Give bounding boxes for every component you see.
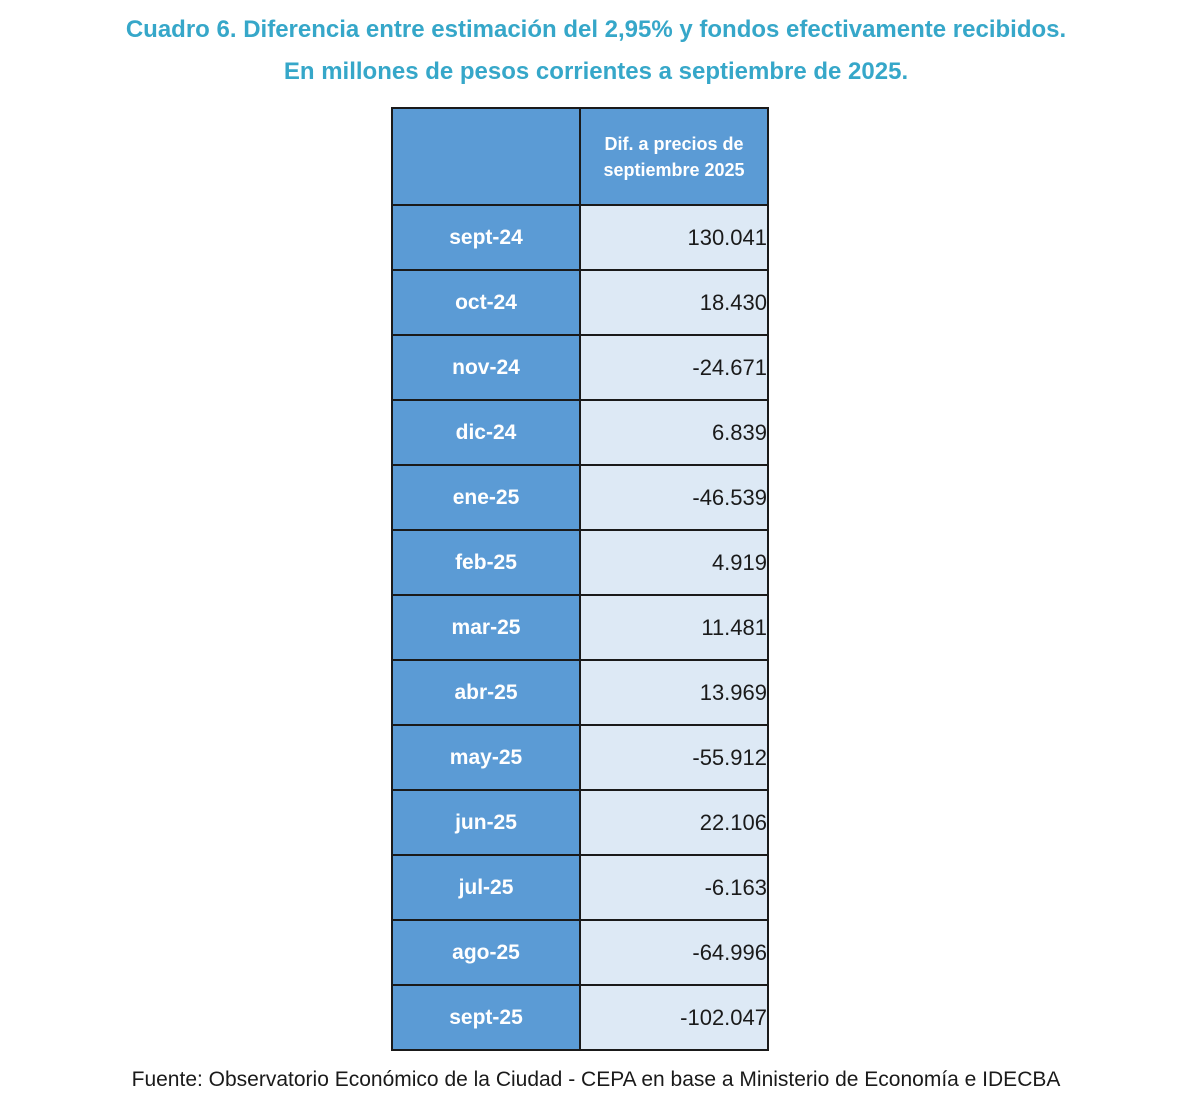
table-row: abr-25 13.969 [391,659,769,726]
row-label: nov-24 [391,334,581,401]
source-note: Fuente: Observatorio Económico de la Ciu… [131,1068,1061,1091]
row-value: -102.047 [579,984,769,1051]
row-value: -6.163 [579,854,769,921]
table-header-row: Dif. a precios de septiembre 2025 [391,107,769,206]
row-value: 130.041 [579,204,769,271]
row-label: feb-25 [391,529,581,596]
row-label: may-25 [391,724,581,791]
row-label: ene-25 [391,464,581,531]
table-row: nov-24 -24.671 [391,334,769,401]
table-row: may-25 -55.912 [391,724,769,791]
column-header-line-2: septiembre 2025 [603,159,745,180]
row-value: 18.430 [579,269,769,336]
table-corner-cell [391,107,581,206]
row-label: jun-25 [391,789,581,856]
row-value: 11.481 [579,594,769,661]
row-label: abr-25 [391,659,581,726]
table-row: ene-25 -46.539 [391,464,769,531]
row-label: sept-25 [391,984,581,1051]
table-row: jul-25 -6.163 [391,854,769,921]
row-value: 4.919 [579,529,769,596]
table-body: sept-24 130.041 oct-24 18.430 nov-24 -24.67… [391,204,769,1051]
table-row: mar-25 11.481 [391,594,769,661]
row-label: ago-25 [391,919,581,986]
row-label: oct-24 [391,269,581,336]
table-row: sept-25 -102.047 [391,984,769,1051]
row-value: -24.671 [579,334,769,401]
row-value: -55.912 [579,724,769,791]
table-title-line-2: En millones de pesos corrientes a septie… [283,58,909,85]
row-value: -46.539 [579,464,769,531]
row-label: sept-24 [391,204,581,271]
table-row: jun-25 22.106 [391,789,769,856]
table-row: feb-25 4.919 [391,529,769,596]
column-header-line-1: Dif. a precios de [604,133,744,154]
data-table: Dif. a precios de septiembre 2025 sept-2… [391,107,769,1051]
table-row: ago-25 -64.996 [391,919,769,986]
row-value: 6.839 [579,399,769,466]
table-title-line-1: Cuadro 6. Diferencia entre estimación de… [125,16,1067,43]
row-value: 13.969 [579,659,769,726]
table-row: oct-24 18.430 [391,269,769,336]
row-value: -64.996 [579,919,769,986]
column-header: Dif. a precios de septiembre 2025 [579,107,769,206]
table-row: dic-24 6.839 [391,399,769,466]
row-label: jul-25 [391,854,581,921]
table-row: sept-24 130.041 [391,204,769,271]
row-value: 22.106 [579,789,769,856]
row-label: mar-25 [391,594,581,661]
row-label: dic-24 [391,399,581,466]
